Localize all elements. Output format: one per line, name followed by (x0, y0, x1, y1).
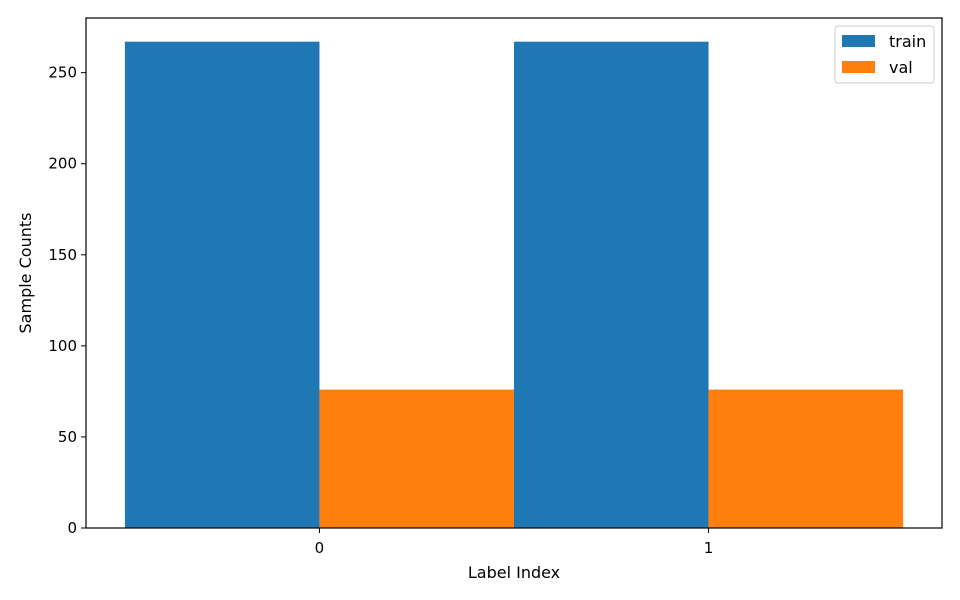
x-tick-label-0: 0 (315, 539, 325, 557)
legend-label-val: val (889, 58, 913, 77)
x-axis-label: Label Index (468, 563, 560, 582)
bar-train-1 (514, 41, 709, 529)
bar-val-1 (708, 389, 904, 528)
y-axis-label: Sample Counts (16, 213, 35, 334)
y-ticks-group: 0 50 100 150 200 250 (48, 64, 86, 537)
y-tick-label-100: 100 (48, 337, 77, 355)
y-tick-label-0: 0 (67, 519, 77, 537)
legend-swatch-val (842, 61, 875, 73)
y-tick-label-200: 200 (48, 155, 77, 173)
bars-group (124, 41, 904, 529)
x-tick-label-1: 1 (704, 539, 714, 557)
bar-val-0 (319, 389, 514, 528)
plot-frame (85, 17, 943, 529)
y-tick-label-50: 50 (58, 428, 77, 446)
legend-label-train: train (889, 32, 926, 51)
y-tick-label-150: 150 (48, 246, 77, 264)
y-tick-label-250: 250 (48, 64, 77, 82)
legend-swatch-train (842, 35, 875, 47)
bar-train-0 (124, 41, 320, 529)
legend: train val (834, 25, 935, 84)
